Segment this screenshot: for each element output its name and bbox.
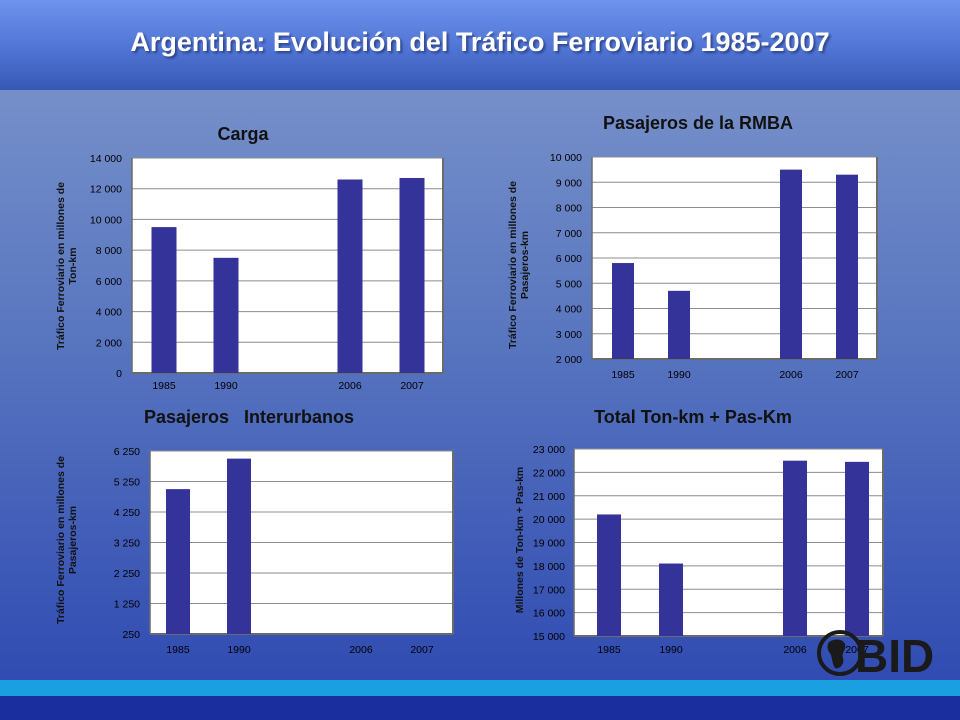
y-tick-label: 2 000 [96,337,122,349]
y-tick-label: 1 250 [114,599,140,611]
x-tick-label: 1990 [227,644,251,656]
y-tick-label: 14 000 [90,153,122,165]
y-tick-label: 15 000 [533,631,565,643]
x-tick-label: 1990 [667,369,691,381]
y-tick-label: 10 000 [90,214,122,226]
y-tick-label: 19 000 [533,538,565,550]
y-tick-label: 0 [116,368,122,380]
y-tick-label: 4 000 [96,307,122,319]
bar-1985 [151,227,177,373]
y-tick-label: 6 250 [114,446,140,458]
bar-2006 [337,179,363,373]
chart-1: Carga 0 2 000 4 000 6 000 8 000 10 000 12 000 14… [55,124,444,392]
y-tick-label: 5 000 [556,278,582,290]
x-tick-label: 2006 [338,380,362,392]
x-tick-label: 2007 [400,380,424,392]
y-tick-label: 6 000 [556,253,582,265]
y-tick-label: 9 000 [556,177,582,189]
x-tick-label: 1985 [152,380,176,392]
chart-title: Pasajeros de la RMBA [603,113,793,133]
chart-2: Pasajeros de la RMBA 2 000 3 000 4 000 5 000… [507,113,878,381]
bar-1990 [659,563,683,636]
y-axis-label: Tráfico Ferroviario en millones deTon-km [55,182,79,350]
y-tick-label: 250 [122,629,140,641]
x-tick-label: 1985 [597,644,621,656]
x-tick-label: 1985 [611,369,635,381]
y-tick-label: 2 000 [556,354,582,366]
y-axis-label: Tráfico Ferroviario en millones dePasaje… [507,181,531,349]
y-tick-label: 17 000 [533,584,565,596]
y-tick-label: 2 250 [114,568,140,580]
footer-stripe-dark [0,696,960,720]
y-axis-label-line: Pasajeros-km [67,506,79,574]
x-tick-label: 2006 [783,644,807,656]
logo-text: BID [855,630,934,678]
chart-title: Carga [217,124,269,144]
title-banner: Argentina: Evolución del Tráfico Ferrovi… [0,0,960,90]
chart-3: Pasajeros Interurbanos 250 1 250 2 250 3 250… [55,407,454,656]
y-tick-label: 23 000 [533,444,565,456]
y-tick-label: 21 000 [533,491,565,503]
y-tick-label: 10 000 [550,152,582,164]
bar-1985 [166,489,190,634]
y-tick-label: 20 000 [533,514,565,526]
globe-icon [817,630,863,676]
x-tick-label: 1990 [659,644,683,656]
y-tick-label: 7 000 [556,228,582,240]
bar-2007 [836,174,858,359]
y-axis-label-line: Tráfico Ferroviario en millones de [55,456,67,624]
y-tick-label: 18 000 [533,561,565,573]
bid-logo: BID [817,630,934,678]
globe-continent-shape [827,639,846,669]
bar-1990 [668,290,690,359]
y-tick-label: 16 000 [533,608,565,620]
bar-1985 [597,514,621,636]
bar-2006 [780,169,802,359]
y-tick-label: 3 250 [114,538,140,550]
plot-area [132,158,443,373]
y-tick-label: 6 000 [96,276,122,288]
bar-1990 [227,458,251,634]
y-tick-label: 3 000 [556,329,582,341]
y-axis-label-line: Tráfico Ferroviario en millones de [55,182,67,350]
x-tick-label: 1985 [166,644,190,656]
y-axis-label: Millones de Ton-km + Pas-km [514,467,526,614]
y-axis-label-line: Ton-km [67,247,79,284]
y-tick-label: 8 000 [556,203,582,215]
y-tick-label: 22 000 [533,467,565,479]
y-axis-label-line: Tráfico Ferroviario en millones de [507,181,519,349]
y-tick-label: 8 000 [96,245,122,257]
y-tick-label: 5 250 [114,477,140,489]
chart-title: Total Ton-km + Pas-Km [594,407,792,427]
bar-1985 [612,263,634,359]
y-axis-label: Tráfico Ferroviario en millones dePasaje… [55,456,79,624]
footer-stripe-light [0,680,960,696]
slide-title: Argentina: Evolución del Tráfico Ferrovi… [130,27,830,57]
chart-4: Total Ton-km + Pas-Km 15 000 16 000 17 000 1… [514,407,884,656]
x-tick-label: 2006 [779,369,803,381]
y-tick-label: 4 250 [114,507,140,519]
y-axis-label-line: Millones de Ton-km + Pas-km [514,467,526,614]
y-tick-label: 4 000 [556,304,582,316]
x-tick-label: 1990 [214,380,238,392]
x-tick-label: 2006 [349,644,373,656]
y-axis-label-line: Pasajeros-km [519,231,531,299]
x-tick-label: 2007 [835,369,859,381]
bar-1990 [213,257,239,373]
y-tick-label: 12 000 [90,184,122,196]
bar-2007 [399,177,425,373]
bar-2007 [845,461,869,636]
bar-2006 [783,460,807,636]
chart-title: Pasajeros Interurbanos [144,407,354,427]
x-tick-label: 2007 [410,644,434,656]
